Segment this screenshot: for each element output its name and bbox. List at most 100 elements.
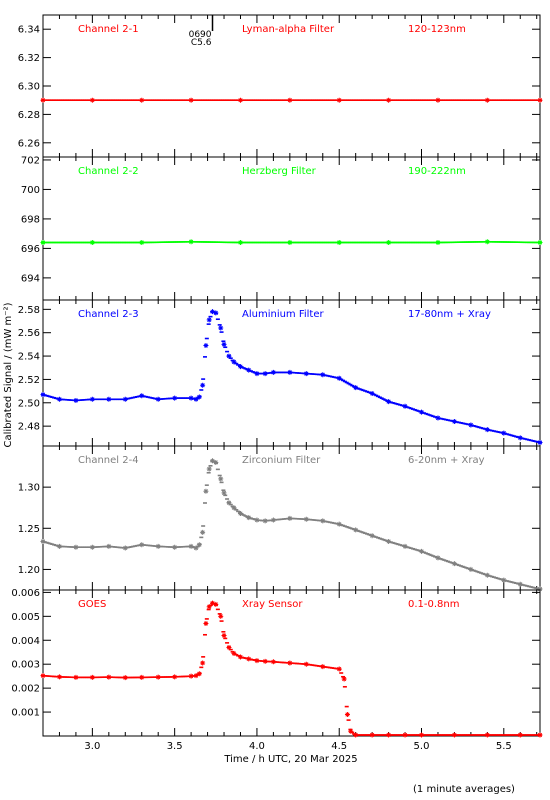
y-tick-label: 1.30 <box>18 483 40 494</box>
data-marker <box>237 654 243 660</box>
data-marker <box>435 240 441 246</box>
data-marker <box>419 732 425 738</box>
panel-label: Zirconium Filter <box>242 455 321 466</box>
data-marker <box>206 466 212 472</box>
data-marker <box>501 577 507 583</box>
data-marker <box>451 561 457 567</box>
x-tick-label: 3.0 <box>84 741 100 752</box>
data-marker <box>218 476 224 482</box>
panel-2: 694 696 698 700 702 Channel 2-2 Herzberg Filte… <box>21 155 543 301</box>
data-marker <box>122 396 128 402</box>
data-marker <box>231 359 237 365</box>
data-marker <box>537 586 543 592</box>
data-marker <box>287 97 293 103</box>
data-marker <box>196 671 202 677</box>
panel-4: 1.20 1.25 1.30 Channel 2-4 Zirconium Filter 6… <box>18 445 543 592</box>
data-marker <box>537 732 543 738</box>
data-marker <box>484 427 490 433</box>
data-marker <box>188 239 194 245</box>
data-marker <box>213 459 219 465</box>
data-marker <box>537 240 543 246</box>
data-marker <box>193 673 199 679</box>
data-marker <box>537 439 543 445</box>
y-tick-label: 0.003 <box>11 660 40 671</box>
data-marker <box>303 371 309 377</box>
data-marker <box>237 364 243 370</box>
data-marker <box>402 403 408 409</box>
panel-label: Channel 2-3 <box>78 309 139 320</box>
data-marker <box>172 544 178 550</box>
data-marker <box>254 658 260 664</box>
panel-label: Channel 2-4 <box>78 455 139 466</box>
y-tick-label: 696 <box>21 244 40 255</box>
data-marker <box>172 674 178 680</box>
data-marker <box>40 538 46 544</box>
panel-5: 0.001 0.002 0.003 0.004 0.005 0.006 GOES Xray S… <box>11 588 543 752</box>
data-marker <box>336 521 342 527</box>
x-tick-label: 5.0 <box>414 741 430 752</box>
data-marker <box>106 674 112 680</box>
footnote: (1 minute averages) <box>413 784 515 795</box>
x-tick-label: 3.5 <box>167 741 183 752</box>
data-marker <box>468 566 474 572</box>
y-tick-label: 6.34 <box>18 25 40 36</box>
data-marker <box>336 240 342 246</box>
data-marker <box>237 240 243 246</box>
data-marker <box>155 396 161 402</box>
y-tick-label: 2.54 <box>18 352 40 363</box>
data-marker <box>106 543 112 549</box>
data-marker <box>210 309 216 315</box>
data-marker <box>287 240 293 246</box>
data-marker <box>139 674 145 680</box>
y-tick-label: 6.28 <box>18 110 40 121</box>
data-marker <box>218 613 224 619</box>
data-marker <box>221 632 227 638</box>
y-tick-label: 6.32 <box>18 53 40 64</box>
data-marker <box>231 650 237 656</box>
panel-frame <box>42 156 541 301</box>
data-marker <box>435 415 441 421</box>
y-tick-label: 2.52 <box>18 375 40 386</box>
data-marker <box>193 545 199 551</box>
data-marker <box>320 664 326 670</box>
data-marker <box>537 97 543 103</box>
data-marker <box>213 601 219 607</box>
data-marker <box>73 544 79 550</box>
panel-label: Herzberg Filter <box>242 166 317 177</box>
data-marker <box>369 390 375 396</box>
data-marker <box>89 674 95 680</box>
data-marker <box>221 490 227 496</box>
data-marker <box>386 97 392 103</box>
data-marker <box>40 97 46 103</box>
data-marker <box>517 732 523 738</box>
data-marker <box>200 382 206 388</box>
data-marker <box>270 517 276 523</box>
y-tick-label: 0.002 <box>11 684 40 695</box>
data-marker <box>155 543 161 549</box>
data-marker <box>262 658 268 664</box>
data-marker <box>484 239 490 245</box>
panel-frame <box>42 14 541 158</box>
y-tick-label: 1.20 <box>18 565 40 576</box>
data-marker <box>210 458 216 464</box>
data-marker <box>501 430 507 436</box>
data-marker <box>188 673 194 679</box>
data-marker <box>468 422 474 428</box>
data-marker <box>353 732 359 738</box>
y-tick-label: 0.005 <box>11 612 40 623</box>
panel-label: 17-80nm + Xray <box>408 309 491 320</box>
data-marker <box>254 517 260 523</box>
data-marker <box>270 659 276 665</box>
data-marker <box>206 604 212 610</box>
data-marker <box>246 515 252 521</box>
x-tick-label: 4.0 <box>249 741 265 752</box>
data-marker <box>56 543 62 549</box>
data-marker <box>262 371 268 377</box>
data-marker <box>122 675 128 681</box>
data-marker <box>336 375 342 381</box>
data-marker <box>353 385 359 391</box>
panel-label: GOES <box>78 599 106 610</box>
data-marker <box>73 674 79 680</box>
data-marker <box>172 395 178 401</box>
